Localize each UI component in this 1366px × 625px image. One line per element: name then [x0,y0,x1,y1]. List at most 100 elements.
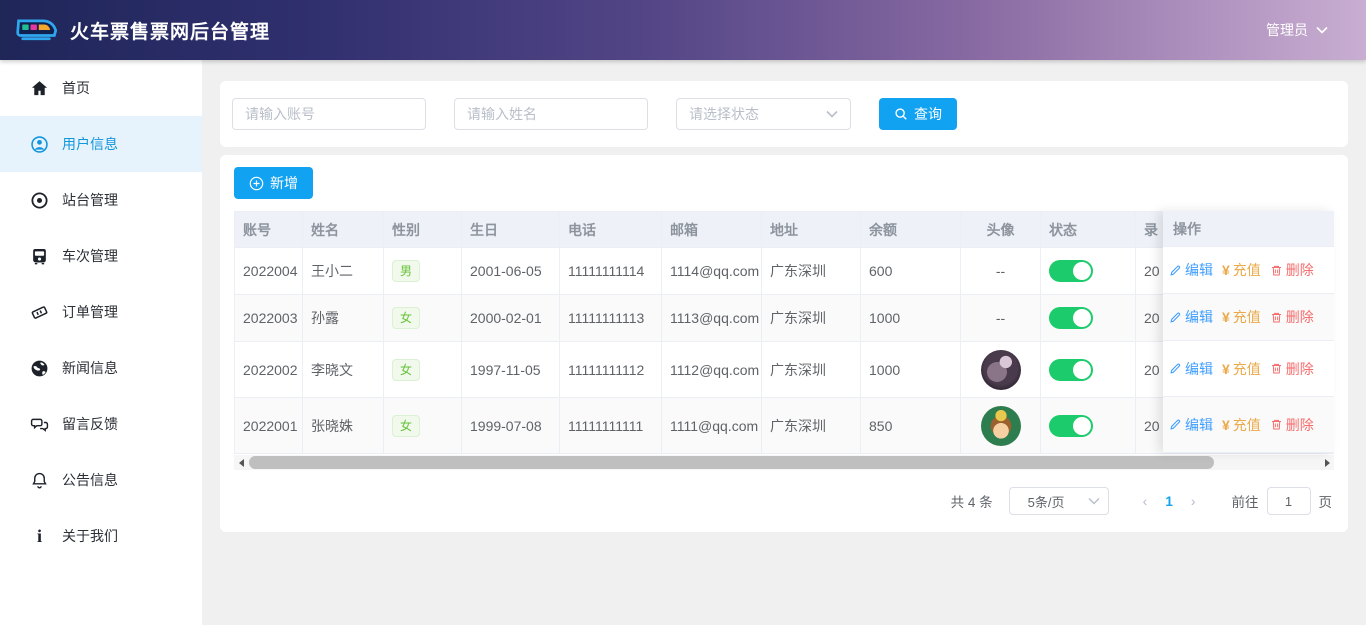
cell-balance: 1000 [860,294,961,342]
sidebar-item-feedback[interactable]: 留言反馈 [0,396,202,452]
recharge-button[interactable]: ¥ 充值 [1222,360,1261,377]
status-toggle[interactable] [1049,358,1093,381]
name-input[interactable] [454,98,648,130]
sidebar: 首页 用户信息 站台管理 车次管理 [0,60,202,625]
plus-circle-icon [249,176,264,190]
account-input[interactable] [232,98,426,130]
operations-row: 编辑 ¥ 充值 删除 [1163,247,1334,294]
scroll-right-arrow[interactable] [1320,455,1334,470]
chevron-down-icon [826,110,838,118]
edit-button[interactable]: 编辑 [1169,359,1213,379]
sidebar-item-news[interactable]: 新闻信息 [0,340,202,396]
pencil-icon [1170,265,1181,276]
sidebar-item-label: 站台管理 [62,192,118,208]
scroll-left-arrow[interactable] [234,455,248,470]
sidebar-item-label: 公告信息 [62,472,118,488]
cell-address: 广东深圳 [761,247,861,295]
edit-button[interactable]: 编辑 [1169,307,1213,327]
sidebar-item-stations[interactable]: 站台管理 [0,172,202,228]
gender-tag: 女 [392,414,421,437]
cell-status [1040,397,1136,454]
sidebar-item-users[interactable]: 用户信息 [0,116,202,172]
cell-birthday: 2001-06-05 [461,247,560,295]
recharge-button[interactable]: ¥ 充值 [1222,309,1261,325]
sidebar-item-about[interactable]: i 关于我们 [0,508,202,564]
status-toggle[interactable] [1049,260,1093,282]
delete-button[interactable]: 删除 [1270,359,1314,379]
home-icon [30,79,49,98]
cell-status [1040,247,1136,295]
status-select[interactable]: 请选择状态 [676,98,851,130]
cell-account: 2022002 [234,341,303,398]
trash-icon [1271,312,1281,322]
cell-gender: 女 [383,294,462,342]
status-select-placeholder: 请选择状态 [689,106,759,122]
cell-balance: 850 [860,397,961,454]
cell-balance: 600 [860,247,961,295]
add-button[interactable]: 新增 [234,167,313,199]
operations-row: 编辑 ¥ 充值 删除 [1163,294,1334,341]
edit-button[interactable]: 编辑 [1169,260,1213,280]
gender-tag: 女 [392,307,421,329]
sidebar-item-label: 留言反馈 [62,416,118,432]
user-circle-icon [30,135,49,154]
yen-icon: ¥ [1222,262,1230,278]
cell-email: 1113@qq.com [661,294,762,342]
sidebar-item-orders[interactable]: 订单管理 [0,284,202,340]
sidebar-item-label: 车次管理 [62,248,118,264]
table-zone: 账号 姓名 性别 生日 电话 邮箱 地址 余额 头像 状态 录 [234,211,1334,454]
sidebar-item-home[interactable]: 首页 [0,60,202,116]
status-toggle[interactable] [1049,414,1093,437]
total-count: 共 4 条 [950,495,993,510]
cell-address: 广东深圳 [761,397,861,454]
scrollbar-thumb[interactable] [249,456,1214,469]
recharge-button[interactable]: ¥ 充值 [1222,416,1261,433]
table-row: 2022001 张晓姝 女 1999-07-08 11111111111 111… [234,397,1334,454]
goto-page-input[interactable] [1266,487,1311,515]
cell-address: 广东深圳 [761,341,861,398]
recharge-button[interactable]: ¥ 充值 [1222,262,1261,278]
cell-gender: 女 [383,397,462,454]
pencil-icon [1170,363,1181,374]
horizontal-scrollbar [234,455,1334,470]
prev-page-button[interactable]: ‹ [1142,493,1148,509]
cell-name: 李晓文 [302,341,384,398]
sidebar-item-notices[interactable]: 公告信息 [0,452,202,508]
sidebar-item-trains[interactable]: 车次管理 [0,228,202,284]
cell-gender: 男 [383,247,462,295]
train-icon [30,247,49,266]
trash-icon [1271,419,1281,430]
delete-button[interactable]: 删除 [1270,260,1314,280]
cell-email: 1112@qq.com [661,341,762,398]
current-page[interactable]: 1 [1165,493,1173,509]
app-title: 火车票售票网后台管理 [70,21,271,43]
sidebar-item-label: 用户信息 [62,136,118,152]
status-toggle[interactable] [1049,307,1093,329]
cell-email: 1111@qq.com [661,397,762,454]
ticket-icon [30,303,49,322]
cell-gender: 女 [383,341,462,398]
users-table: 账号 姓名 性别 生日 电话 邮箱 地址 余额 头像 状态 录 [234,211,1334,454]
query-button-label: 查询 [914,106,942,122]
page-size-value: 5条/页 [1027,494,1065,510]
next-page-button[interactable]: › [1190,493,1196,509]
delete-button[interactable]: 删除 [1270,307,1314,327]
user-avatar [980,405,1021,446]
cell-account: 2022004 [234,247,303,295]
sidebar-item-label: 订单管理 [62,304,118,320]
col-status: 状态 [1040,211,1136,248]
bell-icon [30,471,49,490]
cell-phone: 11111111113 [559,294,662,342]
cell-phone: 11111111111 [559,397,662,454]
query-button[interactable]: 查询 [879,98,957,130]
chevron-down-icon [1088,498,1100,505]
cell-avatar [960,341,1041,398]
cell-phone: 11111111112 [559,341,662,398]
admin-menu[interactable]: 管理员 [1266,20,1328,40]
goto-label: 前往 [1231,495,1259,510]
col-operations: 操作 [1163,211,1334,247]
edit-button[interactable]: 编辑 [1169,415,1213,435]
col-account: 账号 [234,211,303,248]
delete-button[interactable]: 删除 [1270,415,1314,435]
page-size-select[interactable]: 5条/页 [1008,487,1109,515]
